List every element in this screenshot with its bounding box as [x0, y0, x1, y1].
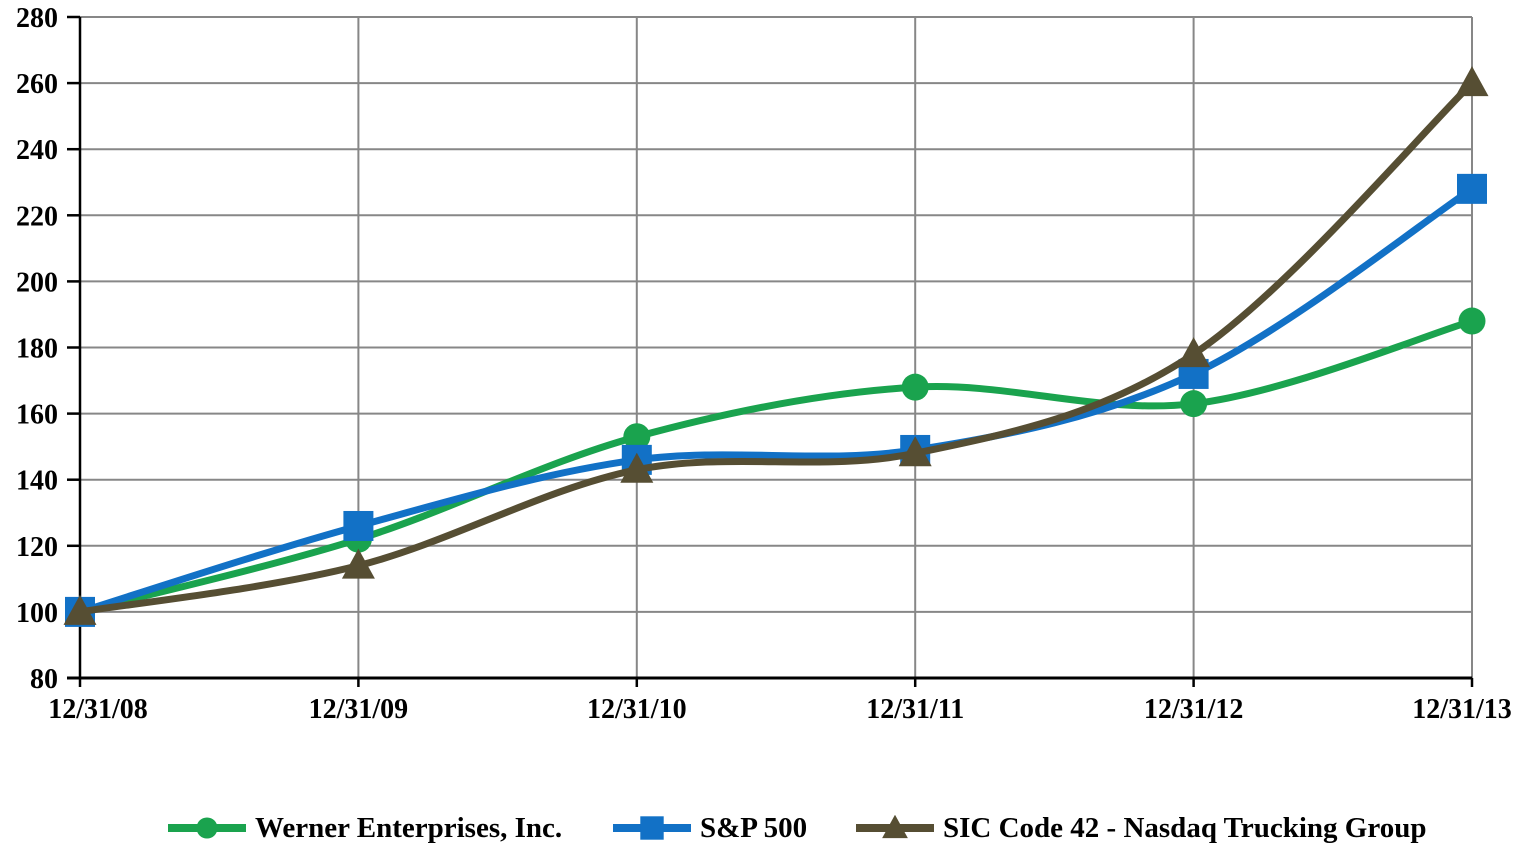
- x-axis-label: 12/31/08: [48, 694, 148, 725]
- y-axis-label: 240: [16, 135, 58, 166]
- data-point-circle-icon: [196, 817, 218, 839]
- legend-label-sic42: SIC Code 42 - Nasdaq Trucking Group: [943, 812, 1427, 844]
- y-axis-label: 100: [16, 598, 58, 629]
- x-axis-label: 12/31/11: [866, 694, 964, 725]
- x-axis-label: 12/31/12: [1144, 694, 1244, 725]
- data-point-triangle-icon: [620, 452, 654, 483]
- data-point-triangle-icon: [1455, 66, 1489, 97]
- data-point-triangle-icon: [1177, 337, 1211, 368]
- x-axis-label: 12/31/13: [1412, 694, 1512, 725]
- y-axis-label: 220: [16, 201, 58, 232]
- y-axis-label: 200: [16, 267, 58, 298]
- data-point-triangle-icon: [898, 436, 932, 467]
- legend-item-werner: Werner Enterprises, Inc.: [168, 812, 562, 844]
- data-point-triangle-icon: [341, 548, 375, 579]
- data-point-circle-icon: [901, 373, 929, 401]
- legend-triangle-marker-icon: [856, 815, 934, 839]
- series-2: [63, 66, 1489, 625]
- series-line: [76, 317, 1476, 616]
- data-point-triangle-icon: [882, 815, 908, 839]
- series-0: [66, 307, 1486, 626]
- data-point-circle-icon: [1458, 307, 1486, 335]
- data-point-square-icon: [343, 510, 374, 541]
- data-point-square-icon: [1457, 173, 1487, 204]
- y-axis-label: 160: [16, 400, 58, 431]
- y-axis-label: 180: [16, 334, 58, 365]
- legend-square-marker-icon: [613, 816, 691, 840]
- y-axis-label: 120: [16, 532, 58, 563]
- data-point-circle-icon: [1180, 390, 1208, 418]
- series-line: [76, 79, 1476, 616]
- legend-label-sp500: S&P 500: [700, 812, 808, 844]
- legend-label-werner: Werner Enterprises, Inc.: [255, 812, 563, 844]
- data-point-circle-icon: [623, 423, 651, 451]
- data-point-square-icon: [640, 816, 664, 840]
- y-axis-label: 260: [16, 69, 58, 100]
- legend-circle-marker-icon: [168, 817, 246, 839]
- data-point-triangle-icon: [63, 594, 97, 625]
- y-axis-label: 280: [16, 3, 58, 34]
- series-line: [76, 185, 1476, 616]
- y-axis-label: 80: [30, 664, 58, 695]
- legend-item-sp500: S&P 500: [613, 812, 807, 844]
- x-axis-label: 12/31/10: [587, 694, 687, 725]
- x-axis-label: 12/31/09: [309, 694, 409, 725]
- y-axis-label: 140: [16, 466, 58, 497]
- legend-item-sic42: SIC Code 42 - Nasdaq Trucking Group: [856, 812, 1426, 844]
